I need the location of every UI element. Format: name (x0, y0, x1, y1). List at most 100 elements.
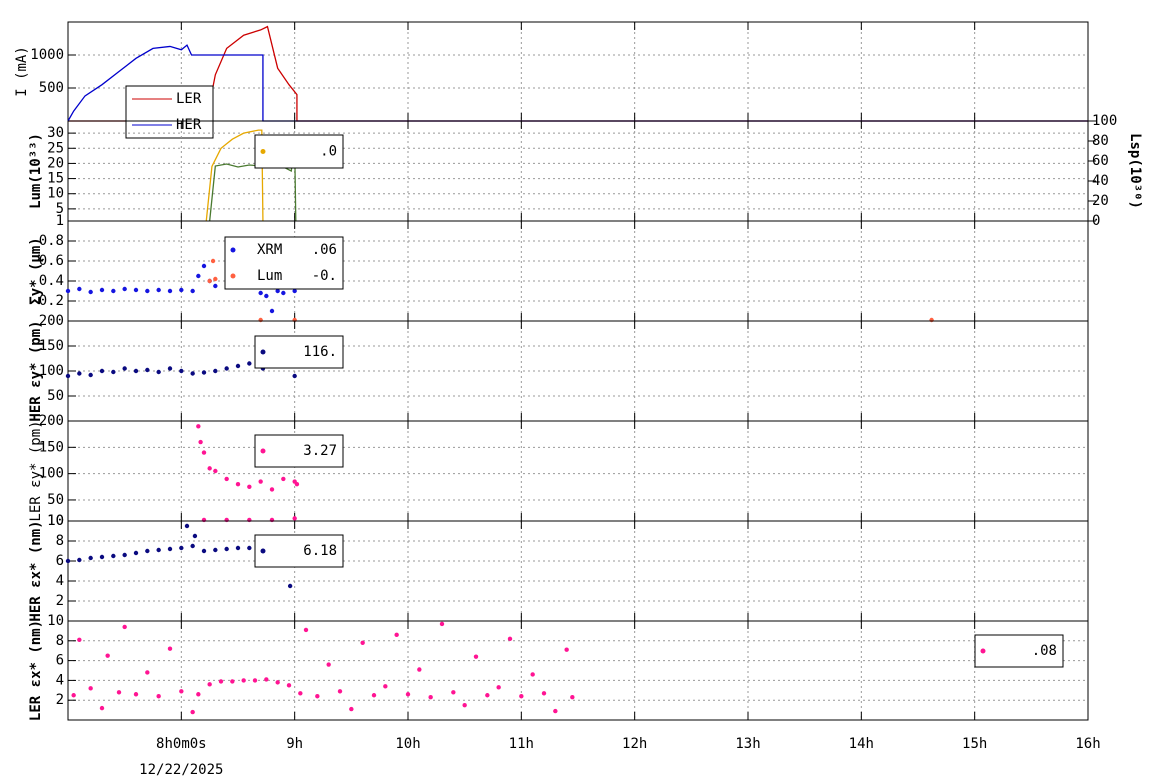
data-point (258, 290, 263, 296)
legend-swatch (230, 273, 236, 279)
y-tick-label: 200 (39, 413, 64, 429)
data-point (541, 691, 547, 696)
data-point (281, 290, 286, 296)
y-tick-label: 0.2 (39, 293, 64, 309)
data-point (167, 646, 173, 651)
data-point (235, 481, 241, 487)
data-point (196, 273, 201, 279)
data-point (133, 692, 139, 697)
y2-axis-label: Lsp(10³⁰) (1127, 133, 1143, 209)
legend-box (254, 434, 344, 468)
data-point (349, 706, 354, 712)
data-point (485, 693, 490, 698)
data-point (275, 288, 280, 294)
data-point (99, 368, 105, 374)
y-tick-label: 6 (56, 653, 64, 669)
data-point (190, 371, 195, 376)
data-point (111, 288, 116, 294)
x-tick-label: 10h (395, 736, 420, 752)
data-point (190, 709, 195, 715)
data-point (224, 546, 229, 552)
data-point (224, 366, 229, 371)
series-line (68, 25, 1088, 122)
legend-value: 6.18 (303, 543, 337, 559)
data-point (287, 583, 293, 589)
data-point (218, 679, 224, 684)
y-tick-label: 20 (47, 155, 64, 171)
data-point (207, 278, 212, 284)
data-point (167, 546, 173, 552)
data-point (383, 684, 388, 689)
data-point (179, 368, 184, 374)
data-point (77, 637, 82, 643)
panel-frame (67, 120, 1089, 222)
y-tick-label: 15 (47, 171, 64, 187)
panel-frame (67, 21, 1089, 122)
data-point (281, 476, 286, 482)
legend-value: -0. (312, 268, 337, 284)
legend-swatch (260, 548, 266, 554)
data-point (88, 555, 93, 561)
data-point (553, 708, 558, 714)
data-point (192, 533, 198, 539)
x-tick-label: 8h0m0s (156, 736, 207, 752)
data-point (286, 683, 292, 688)
y-axis-label: LER εy* (pm) (28, 420, 44, 521)
data-point (530, 672, 535, 677)
legend-swatch (260, 149, 266, 154)
data-point (156, 369, 161, 375)
data-point (196, 424, 201, 429)
y-tick-label: 100 (39, 363, 64, 379)
data-point (65, 288, 71, 294)
y-tick-label: 0.6 (39, 253, 64, 269)
y-axis-label: LER εx* (nm) (28, 620, 44, 721)
x-tick-label: 15h (962, 736, 987, 752)
series-line (205, 129, 264, 222)
data-point (337, 689, 343, 694)
legend-swatch (230, 247, 236, 253)
data-point (417, 667, 422, 672)
y-tick-label: 6 (56, 553, 64, 569)
legend-box (254, 335, 344, 369)
data-point (133, 287, 139, 293)
data-point (201, 548, 207, 554)
data-point (167, 366, 173, 371)
data-point (405, 692, 411, 697)
data-point (519, 694, 524, 699)
data-point (65, 373, 71, 379)
x-axis-label: 12/22/2025 (139, 762, 223, 778)
legend-swatch (260, 448, 266, 454)
data-point (294, 481, 300, 487)
legend-value: .06 (312, 242, 337, 258)
y2-tick-label: 20 (1092, 193, 1109, 209)
y-tick-label: 500 (39, 80, 64, 96)
data-point (196, 692, 201, 697)
data-point (247, 484, 252, 489)
y-axis-label: Lum(10³³) (28, 133, 44, 209)
data-point (462, 702, 467, 708)
panel-frame (67, 620, 1089, 721)
legend-box (254, 134, 344, 169)
y-tick-label: 150 (39, 439, 64, 455)
data-point (235, 363, 241, 369)
data-point (241, 678, 246, 683)
legend-value: 116. (303, 344, 337, 360)
data-point (213, 276, 218, 282)
data-point (88, 686, 93, 691)
y2-tick-label: 40 (1092, 173, 1109, 189)
data-point (99, 705, 105, 711)
data-point (564, 647, 569, 652)
data-point (122, 552, 127, 558)
y-tick-label: 1 (56, 213, 64, 229)
y-tick-label: 50 (47, 388, 64, 404)
data-point (105, 653, 110, 658)
data-point (428, 695, 433, 700)
data-point (360, 640, 365, 645)
y2-tick-label: 0 (1092, 213, 1100, 229)
data-point (88, 289, 93, 295)
data-point (145, 288, 150, 294)
data-point (145, 548, 150, 554)
data-point (184, 523, 190, 529)
data-point (224, 476, 229, 482)
y-axis-label: HER εy* (pm) (28, 320, 44, 421)
